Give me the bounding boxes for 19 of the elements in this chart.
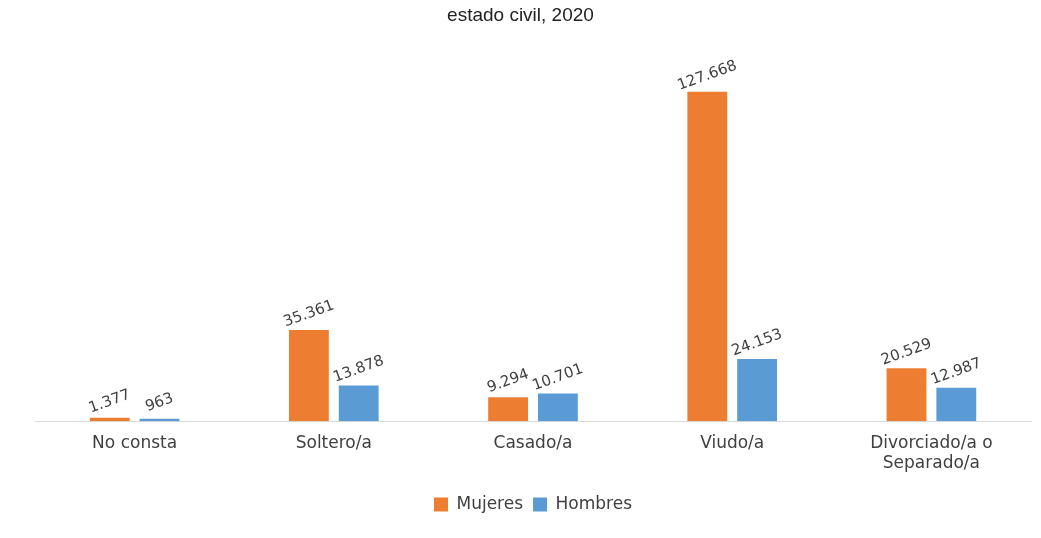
bar (687, 91, 728, 422)
data-label: 1.377 (86, 384, 133, 417)
bar (936, 387, 977, 422)
x-tick-label: No consta (92, 431, 178, 452)
x-tick-label: Soltero/a (295, 431, 372, 452)
bar (338, 385, 379, 422)
bar (737, 358, 778, 422)
bar (488, 397, 529, 422)
data-label: 9.294 (484, 364, 531, 396)
legend-label: Hombres (555, 492, 633, 513)
x-tick-label: Casado/a (493, 431, 573, 452)
x-tick-label: Divorciado/a o Separado/a (870, 431, 993, 473)
bar (288, 329, 329, 422)
data-label: 963 (142, 388, 176, 416)
bar (886, 368, 927, 422)
bar (537, 393, 578, 422)
chart-title: estado civil, 2020 (446, 4, 595, 26)
legend-label: Mujeres (456, 492, 524, 513)
x-tick-label: Viudo/a (700, 431, 765, 452)
